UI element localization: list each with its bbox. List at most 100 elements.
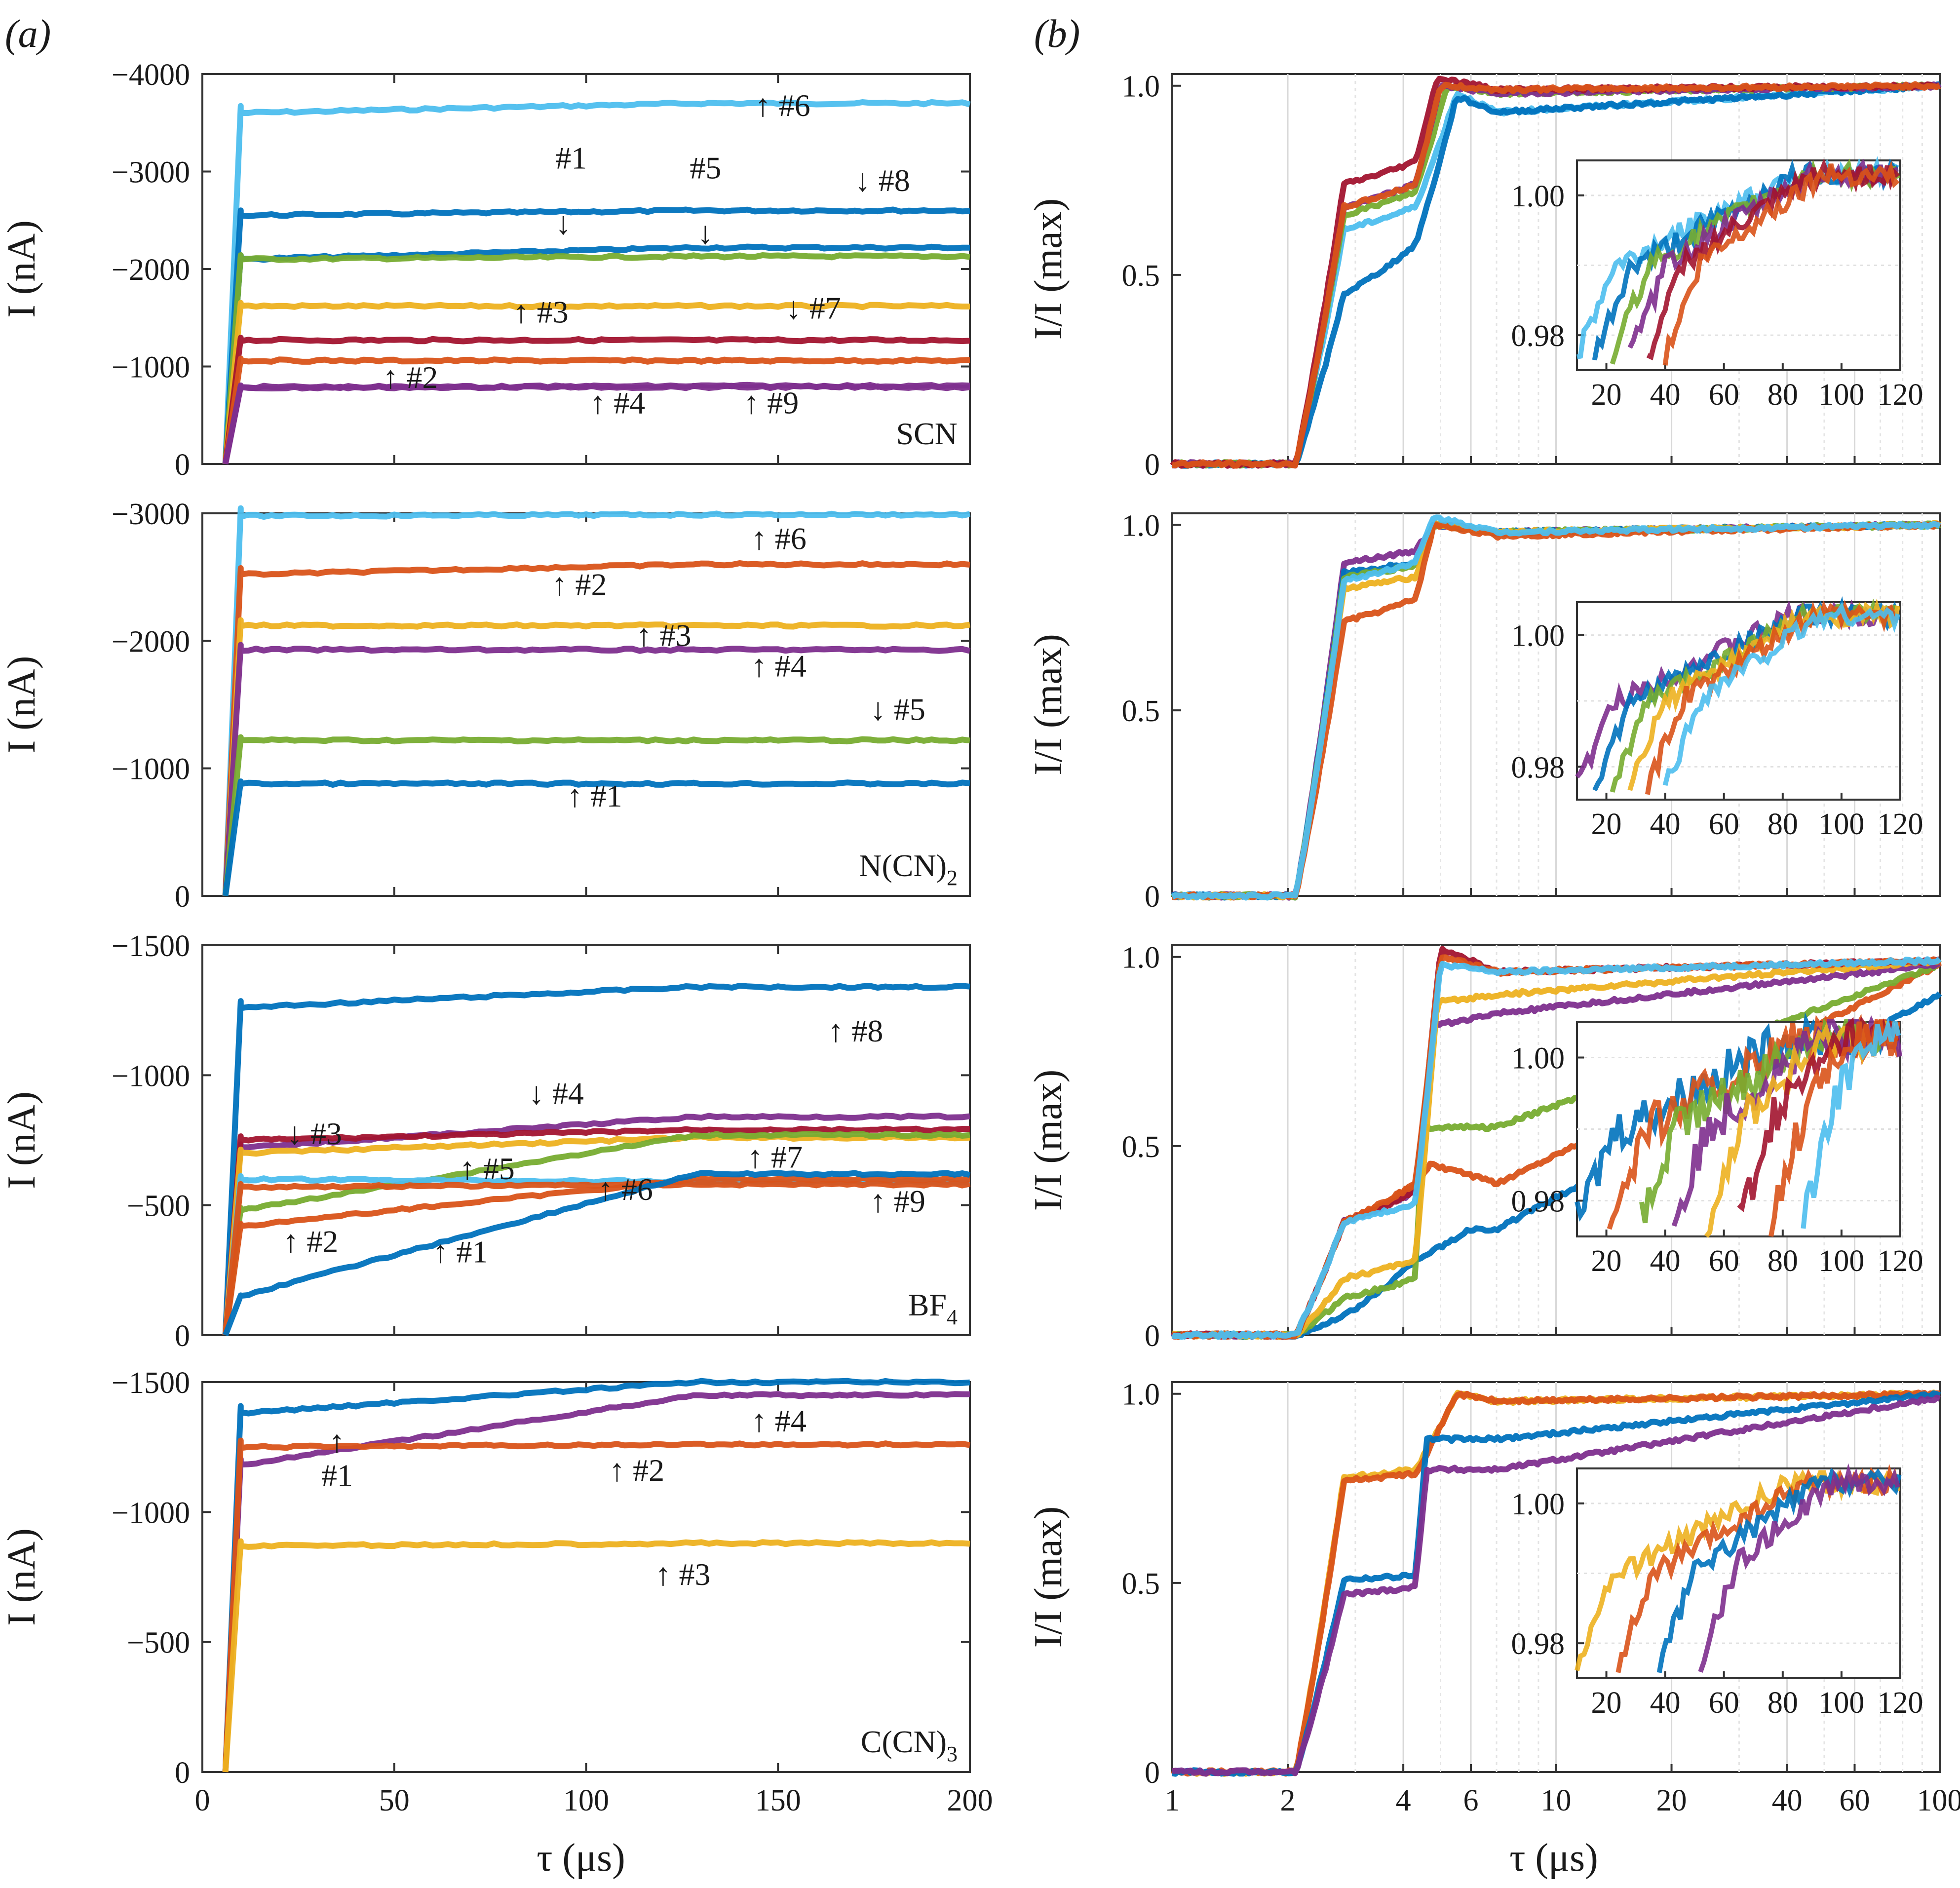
inset-plot: 0.98 1.00 20 40 60 80 100 120 <box>1511 596 1923 841</box>
x-tick-label: 10 <box>1541 1784 1572 1817</box>
inset-plot: 0.98 1.00 20 40 60 80 100 120 <box>1511 1463 1923 1720</box>
inset-x-tick-label: 60 <box>1709 378 1739 412</box>
series-annotation: ↑ #6 <box>751 521 807 556</box>
ion-subscript: 2 <box>947 866 958 890</box>
series-line-1 <box>223 1170 971 1337</box>
series-line-9 <box>222 382 970 465</box>
y-axis-label: I/I (max) <box>1027 1506 1070 1648</box>
series-annotation: ↑ #2 <box>383 360 438 395</box>
series-line-5 <box>222 1131 970 1336</box>
inset-y-tick-label: 0.98 <box>1511 1185 1565 1219</box>
series-annotation: #1 <box>555 141 587 176</box>
series-line-2 <box>222 355 970 464</box>
plots-group: 0 −1000 −2000 −3000 −4000 I (nA) ↑ #6 #1 #5 ↓ #8 ↓… <box>0 58 1960 1817</box>
y-tick-label: −1000 <box>112 1496 190 1530</box>
series-annotation: ↑ #4 <box>590 385 645 420</box>
inset-plot: 0.98 1.00 20 40 60 80 100 120 <box>1511 1012 1923 1278</box>
x-axis-label-b: τ (μs) <box>1509 1836 1598 1880</box>
series-line-2 <box>222 560 970 896</box>
inset-x-tick-label: 60 <box>1709 808 1739 841</box>
series-annotation: ↑ #2 <box>552 567 607 602</box>
y-axis-label: I (nA) <box>0 1528 43 1626</box>
series-line-9 <box>222 1180 971 1336</box>
inset-series-orange <box>1645 600 1899 795</box>
series-annotation: ↑ #4 <box>751 649 807 684</box>
inset-x-tick-label: 100 <box>1818 378 1864 412</box>
y-tick-label: −3000 <box>112 498 190 531</box>
series-annotation: ↑ #3 <box>655 1557 710 1592</box>
inset-x-tick-label: 60 <box>1709 1244 1739 1278</box>
y-tick-label: 0.5 <box>1122 259 1160 293</box>
inset-y-tick-label: 0.98 <box>1511 751 1565 784</box>
series-line-1 <box>222 243 970 464</box>
inset-series-cyan <box>1801 1017 1901 1229</box>
series-annotation: ↑ #1 <box>433 1234 488 1270</box>
series-line-2 <box>222 1437 970 1772</box>
inset-series-orange <box>1662 160 1900 366</box>
y-tick-label: 1.0 <box>1122 509 1160 542</box>
y-tick-label: −4000 <box>112 58 190 92</box>
series-annotation: ↑ <box>329 1424 345 1459</box>
series-line-8 <box>222 983 970 1336</box>
inset-x-tick-label: 120 <box>1878 1686 1923 1720</box>
ion-subscript: 4 <box>947 1305 958 1329</box>
series-annotation: ↓ #5 <box>870 692 925 727</box>
inset-x-tick-label: 40 <box>1650 1244 1681 1278</box>
series-line-4 <box>222 1391 970 1772</box>
series-annotation: ↓ #8 <box>855 163 910 198</box>
inset-series-orange <box>1768 1019 1901 1237</box>
y-tick-label: −1000 <box>112 1059 190 1093</box>
y-axis-label: I (nA) <box>0 220 43 318</box>
panel-b-plot-b-ncn: 0 0.5 1.0 I/I (max) 0.98 1.00 20 40 60 80 100 120 <box>1027 509 1942 914</box>
series-line-2 <box>222 1175 970 1336</box>
inset-y-tick-label: 1.00 <box>1511 1488 1565 1521</box>
series-annotation: ↓ #7 <box>786 291 841 326</box>
series-line-5 <box>222 734 970 896</box>
panel-a-plot-a-scn: 0 −1000 −2000 −3000 −4000 I (nA) ↑ #6 #1 #5 ↓ #8 ↓… <box>0 58 971 482</box>
series-line-1 <box>222 778 970 896</box>
normalized-series-orange <box>1172 81 1941 469</box>
inset-x-tick-label: 120 <box>1878 378 1923 412</box>
y-tick-label: 0 <box>1145 880 1160 914</box>
series-annotation: ↑ #8 <box>828 1013 883 1048</box>
normalized-series-cyan <box>1171 956 1942 1340</box>
inset-x-tick-label: 80 <box>1768 1244 1798 1278</box>
inset-x-tick-label: 20 <box>1591 808 1622 841</box>
inset-x-tick-label: 40 <box>1650 1686 1681 1720</box>
series-annotation: ↓ <box>555 206 571 241</box>
inset-x-tick-label: 40 <box>1650 808 1681 841</box>
series-line-7 <box>222 335 970 464</box>
series-line-3 <box>222 300 970 464</box>
ion-label: BF4 <box>908 1287 958 1329</box>
y-tick-label: 0.5 <box>1122 694 1160 728</box>
series-annotation: ↑ #1 <box>567 778 622 813</box>
series-line-1 <box>222 1378 970 1772</box>
inset-x-tick-label: 80 <box>1768 808 1798 841</box>
x-tick-label: 200 <box>947 1784 993 1817</box>
y-tick-label: 0 <box>175 448 190 482</box>
y-tick-label: 0 <box>1145 1756 1160 1790</box>
panel-a-label: (a) <box>5 12 51 56</box>
inset-x-tick-label: 100 <box>1818 1686 1864 1720</box>
x-tick-label: 0 <box>195 1784 210 1817</box>
series-line-6 <box>222 99 971 464</box>
y-axis-label: I (nA) <box>0 656 43 754</box>
series-annotation: ↑ #7 <box>747 1139 803 1174</box>
y-tick-label: 0 <box>175 1756 190 1790</box>
normalized-series-cyan <box>1171 514 1941 901</box>
inset-y-tick-label: 0.98 <box>1511 1627 1565 1661</box>
inset-y-tick-label: 1.00 <box>1511 1042 1565 1076</box>
y-axis-label: I/I (max) <box>1027 634 1070 775</box>
y-tick-label: 1.0 <box>1122 70 1160 104</box>
series-annotation: ↑ #4 <box>751 1403 807 1438</box>
panel-b-plot-b-ccn: 1 2 4 6 10 20 40 60 100 0 0.5 1.0 I/I (max) 0.98 1.00 2… <box>1027 1378 1960 1817</box>
series-annotation: ↑ #6 <box>755 88 810 123</box>
y-axis-label: I (nA) <box>0 1091 43 1189</box>
ion-label: C(CN)3 <box>861 1724 958 1766</box>
inset-x-tick-label: 20 <box>1591 1244 1622 1278</box>
y-tick-label: −1000 <box>112 351 190 385</box>
plot-frame <box>201 1381 971 1773</box>
inset-x-tick-label: 120 <box>1878 808 1923 841</box>
x-tick-label: 20 <box>1656 1784 1687 1817</box>
